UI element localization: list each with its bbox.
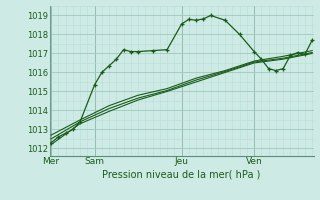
X-axis label: Pression niveau de la mer( hPa ): Pression niveau de la mer( hPa ) bbox=[102, 169, 261, 179]
